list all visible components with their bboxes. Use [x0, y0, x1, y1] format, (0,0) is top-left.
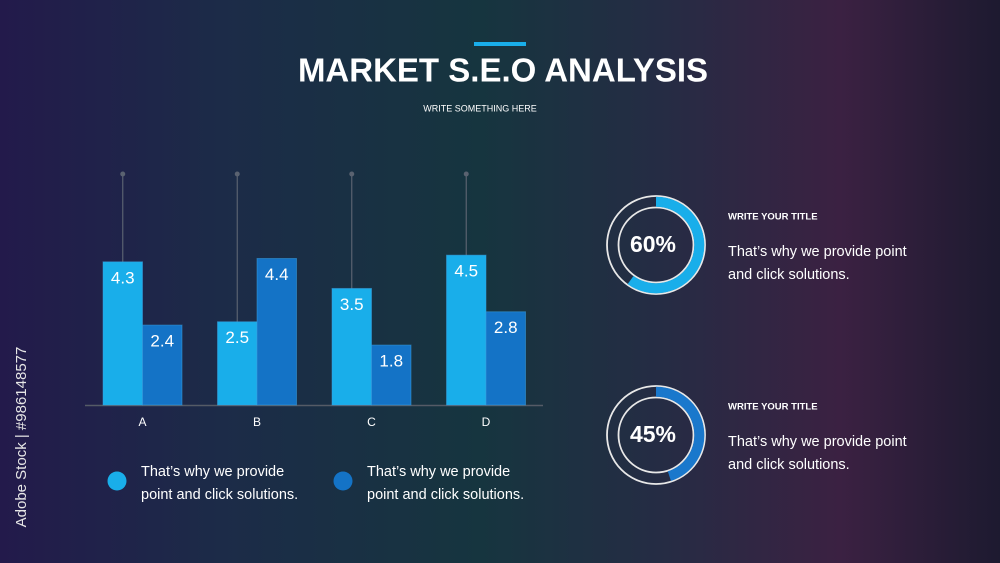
subtitle: WRITE SOMETHING HERE	[423, 103, 537, 113]
legend-label: That’s why we provide point and click so…	[367, 464, 525, 503]
legend-label: That’s why we provide point and click so…	[141, 464, 299, 503]
bar	[256, 257, 297, 406]
donut-label: 45%	[630, 421, 676, 447]
data-label: 2.5	[225, 328, 249, 347]
data-label: 1.8	[379, 352, 403, 371]
donut-arc	[655, 386, 705, 481]
accent-bar	[474, 42, 526, 46]
data-label: 3.5	[340, 295, 364, 314]
x-tick-label: A	[138, 415, 146, 429]
bar	[331, 287, 372, 406]
x-tick-label: C	[367, 415, 376, 429]
data-label: 2.8	[494, 318, 518, 337]
title: MARKET S.E.O ANALYSIS	[298, 52, 708, 89]
x-tick-label: B	[253, 415, 261, 429]
bar	[142, 324, 183, 406]
donut-inner	[617, 396, 695, 474]
data-label: 2.4	[150, 332, 174, 351]
guide-dot	[463, 171, 469, 177]
watermark: Adobe Stock | #986148577	[13, 347, 30, 528]
block-title: WRITE YOUR TITLE	[728, 402, 818, 413]
block-title: WRITE YOUR TITLE	[728, 212, 818, 223]
data-label: 4.3	[111, 268, 135, 287]
donut-inner	[617, 206, 695, 284]
data-label: 4.5	[454, 262, 478, 281]
donut-outer	[606, 195, 706, 295]
guide-dot	[234, 171, 240, 177]
guide-dot	[120, 171, 126, 177]
block-text: That’s why we provide point and click so…	[728, 434, 907, 473]
donut-label: 60%	[630, 231, 676, 257]
bar	[371, 344, 412, 406]
data-label: 4.4	[265, 265, 289, 284]
x-tick-label: D	[482, 415, 491, 429]
bar	[485, 311, 526, 406]
block-text: That’s why we provide point and click so…	[728, 244, 907, 283]
legend-swatch	[333, 471, 353, 491]
donut-arc	[627, 196, 705, 294]
bar	[446, 254, 487, 406]
donut-outer	[606, 385, 706, 485]
legend-swatch	[107, 471, 127, 491]
bar	[217, 321, 258, 406]
guide-dot	[349, 171, 355, 177]
